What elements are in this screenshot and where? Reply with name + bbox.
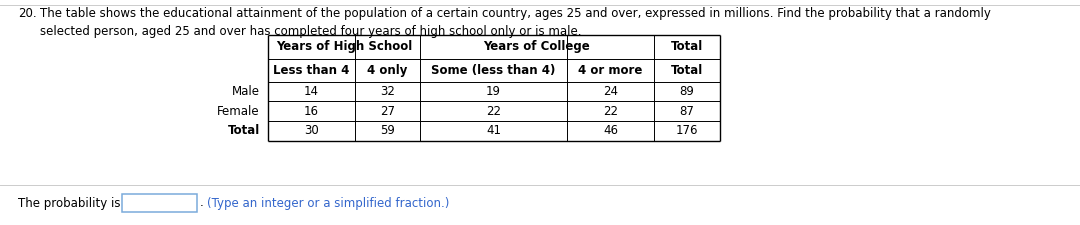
Text: 46: 46	[603, 124, 618, 137]
Text: 22: 22	[603, 105, 618, 118]
Text: 27: 27	[380, 105, 395, 118]
FancyBboxPatch shape	[122, 194, 197, 212]
Text: The table shows the educational attainment of the population of a certain countr: The table shows the educational attainme…	[40, 7, 990, 38]
Text: 22: 22	[486, 105, 501, 118]
Text: Total: Total	[671, 64, 703, 77]
Text: .: .	[200, 196, 204, 209]
Text: 4 only: 4 only	[367, 64, 407, 77]
Text: 89: 89	[679, 85, 694, 98]
Text: The probability is: The probability is	[18, 196, 121, 209]
Text: 30: 30	[305, 124, 319, 137]
Text: Some (less than 4): Some (less than 4)	[431, 64, 556, 77]
Text: 4 or more: 4 or more	[579, 64, 643, 77]
Text: 19: 19	[486, 85, 501, 98]
Text: 32: 32	[380, 85, 395, 98]
Text: 176: 176	[676, 124, 699, 137]
Text: 16: 16	[303, 105, 319, 118]
Text: 14: 14	[303, 85, 319, 98]
Text: 20.: 20.	[18, 7, 37, 20]
Text: Male: Male	[232, 85, 260, 98]
Text: (Type an integer or a simplified fraction.): (Type an integer or a simplified fractio…	[207, 196, 449, 209]
Text: Less than 4: Less than 4	[273, 64, 350, 77]
Text: 24: 24	[603, 85, 618, 98]
Text: Total: Total	[228, 124, 260, 137]
Text: Years of College: Years of College	[484, 40, 591, 53]
Text: Total: Total	[671, 40, 703, 53]
Text: 59: 59	[380, 124, 395, 137]
Text: 41: 41	[486, 124, 501, 137]
Text: Years of High School: Years of High School	[275, 40, 413, 53]
Text: Female: Female	[217, 105, 260, 118]
Text: 87: 87	[679, 105, 694, 118]
